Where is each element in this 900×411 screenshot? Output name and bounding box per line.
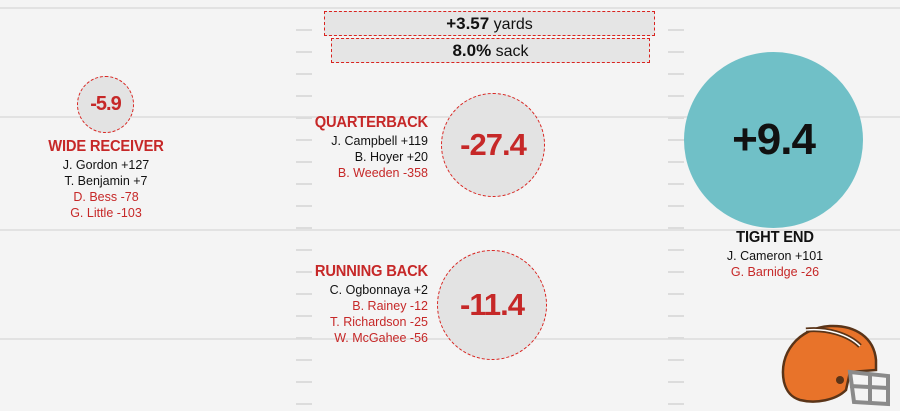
tight-end-value-circle: +9.4 [684,52,863,228]
tight-end-player-list: J. Cameron +101 G. Barnidge -26 [686,248,864,280]
player-line: W. McGahee -56 [334,331,428,345]
player-line: T. Richardson -25 [330,315,428,329]
player-line: G. Barnidge -26 [730,265,820,279]
running-back-player-list: C. Ogbonnaya +2 B. Rainey -12 T. Richardso… [230,282,428,346]
quarterback-block: QUARTERBACK J. Campbell +119 B. Hoyer +20… [230,113,428,181]
tight-end-title: TIGHT END [736,229,814,246]
quarterback-player-list: J. Campbell +119 B. Hoyer +20 B. Weeden -3… [230,133,428,181]
wide-receiver-block: WIDE RECEIVER J. Gordon +127 T. Benjamin … [20,137,192,221]
player-line: B. Rainey -12 [352,299,428,313]
quarterback-value: -27.4 [460,127,527,162]
running-back-block: RUNNING BACK C. Ogbonnaya +2 B. Rainey -1… [230,262,428,346]
wide-receiver-player-list: J. Gordon +127 T. Benjamin +7 D. Bess -78 G… [20,157,192,221]
player-line: J. Campbell +119 [331,134,428,148]
tight-end-block: TIGHT END J. Cameron +101 G. Barnidge -26 [686,228,864,280]
player-line: C. Ogbonnaya +2 [329,283,428,297]
hash-marks [296,29,684,405]
wide-receiver-value-circle: -5.9 [77,76,134,133]
yards-box: +3.57 yards [324,11,655,36]
sack-value: 8.0% [452,41,492,60]
wide-receiver-value: -5.9 [90,93,121,115]
yards-unit: yards [493,16,533,33]
yards-value: +3.57 [446,14,490,33]
running-back-value: -11.4 [460,287,525,322]
sack-box: 8.0% sack [331,38,650,63]
player-line: T. Benjamin +7 [64,174,148,188]
quarterback-title: QUARTERBACK [314,114,428,131]
wide-receiver-title: WIDE RECEIVER [48,138,164,155]
player-line: G. Little -103 [70,206,142,220]
quarterback-value-circle: -27.4 [441,93,545,197]
player-line: B. Hoyer +20 [354,150,428,164]
sack-unit: sack [495,43,529,60]
football-helmet-icon [781,324,890,407]
player-line: B. Weeden -358 [337,166,428,180]
running-back-title: RUNNING BACK [314,263,428,280]
player-line: J. Gordon +127 [62,158,150,172]
player-line: D. Bess -78 [73,190,139,204]
player-line: J. Cameron +101 [726,249,824,263]
running-back-value-circle: -11.4 [437,250,547,360]
tight-end-value: +9.4 [732,115,816,164]
